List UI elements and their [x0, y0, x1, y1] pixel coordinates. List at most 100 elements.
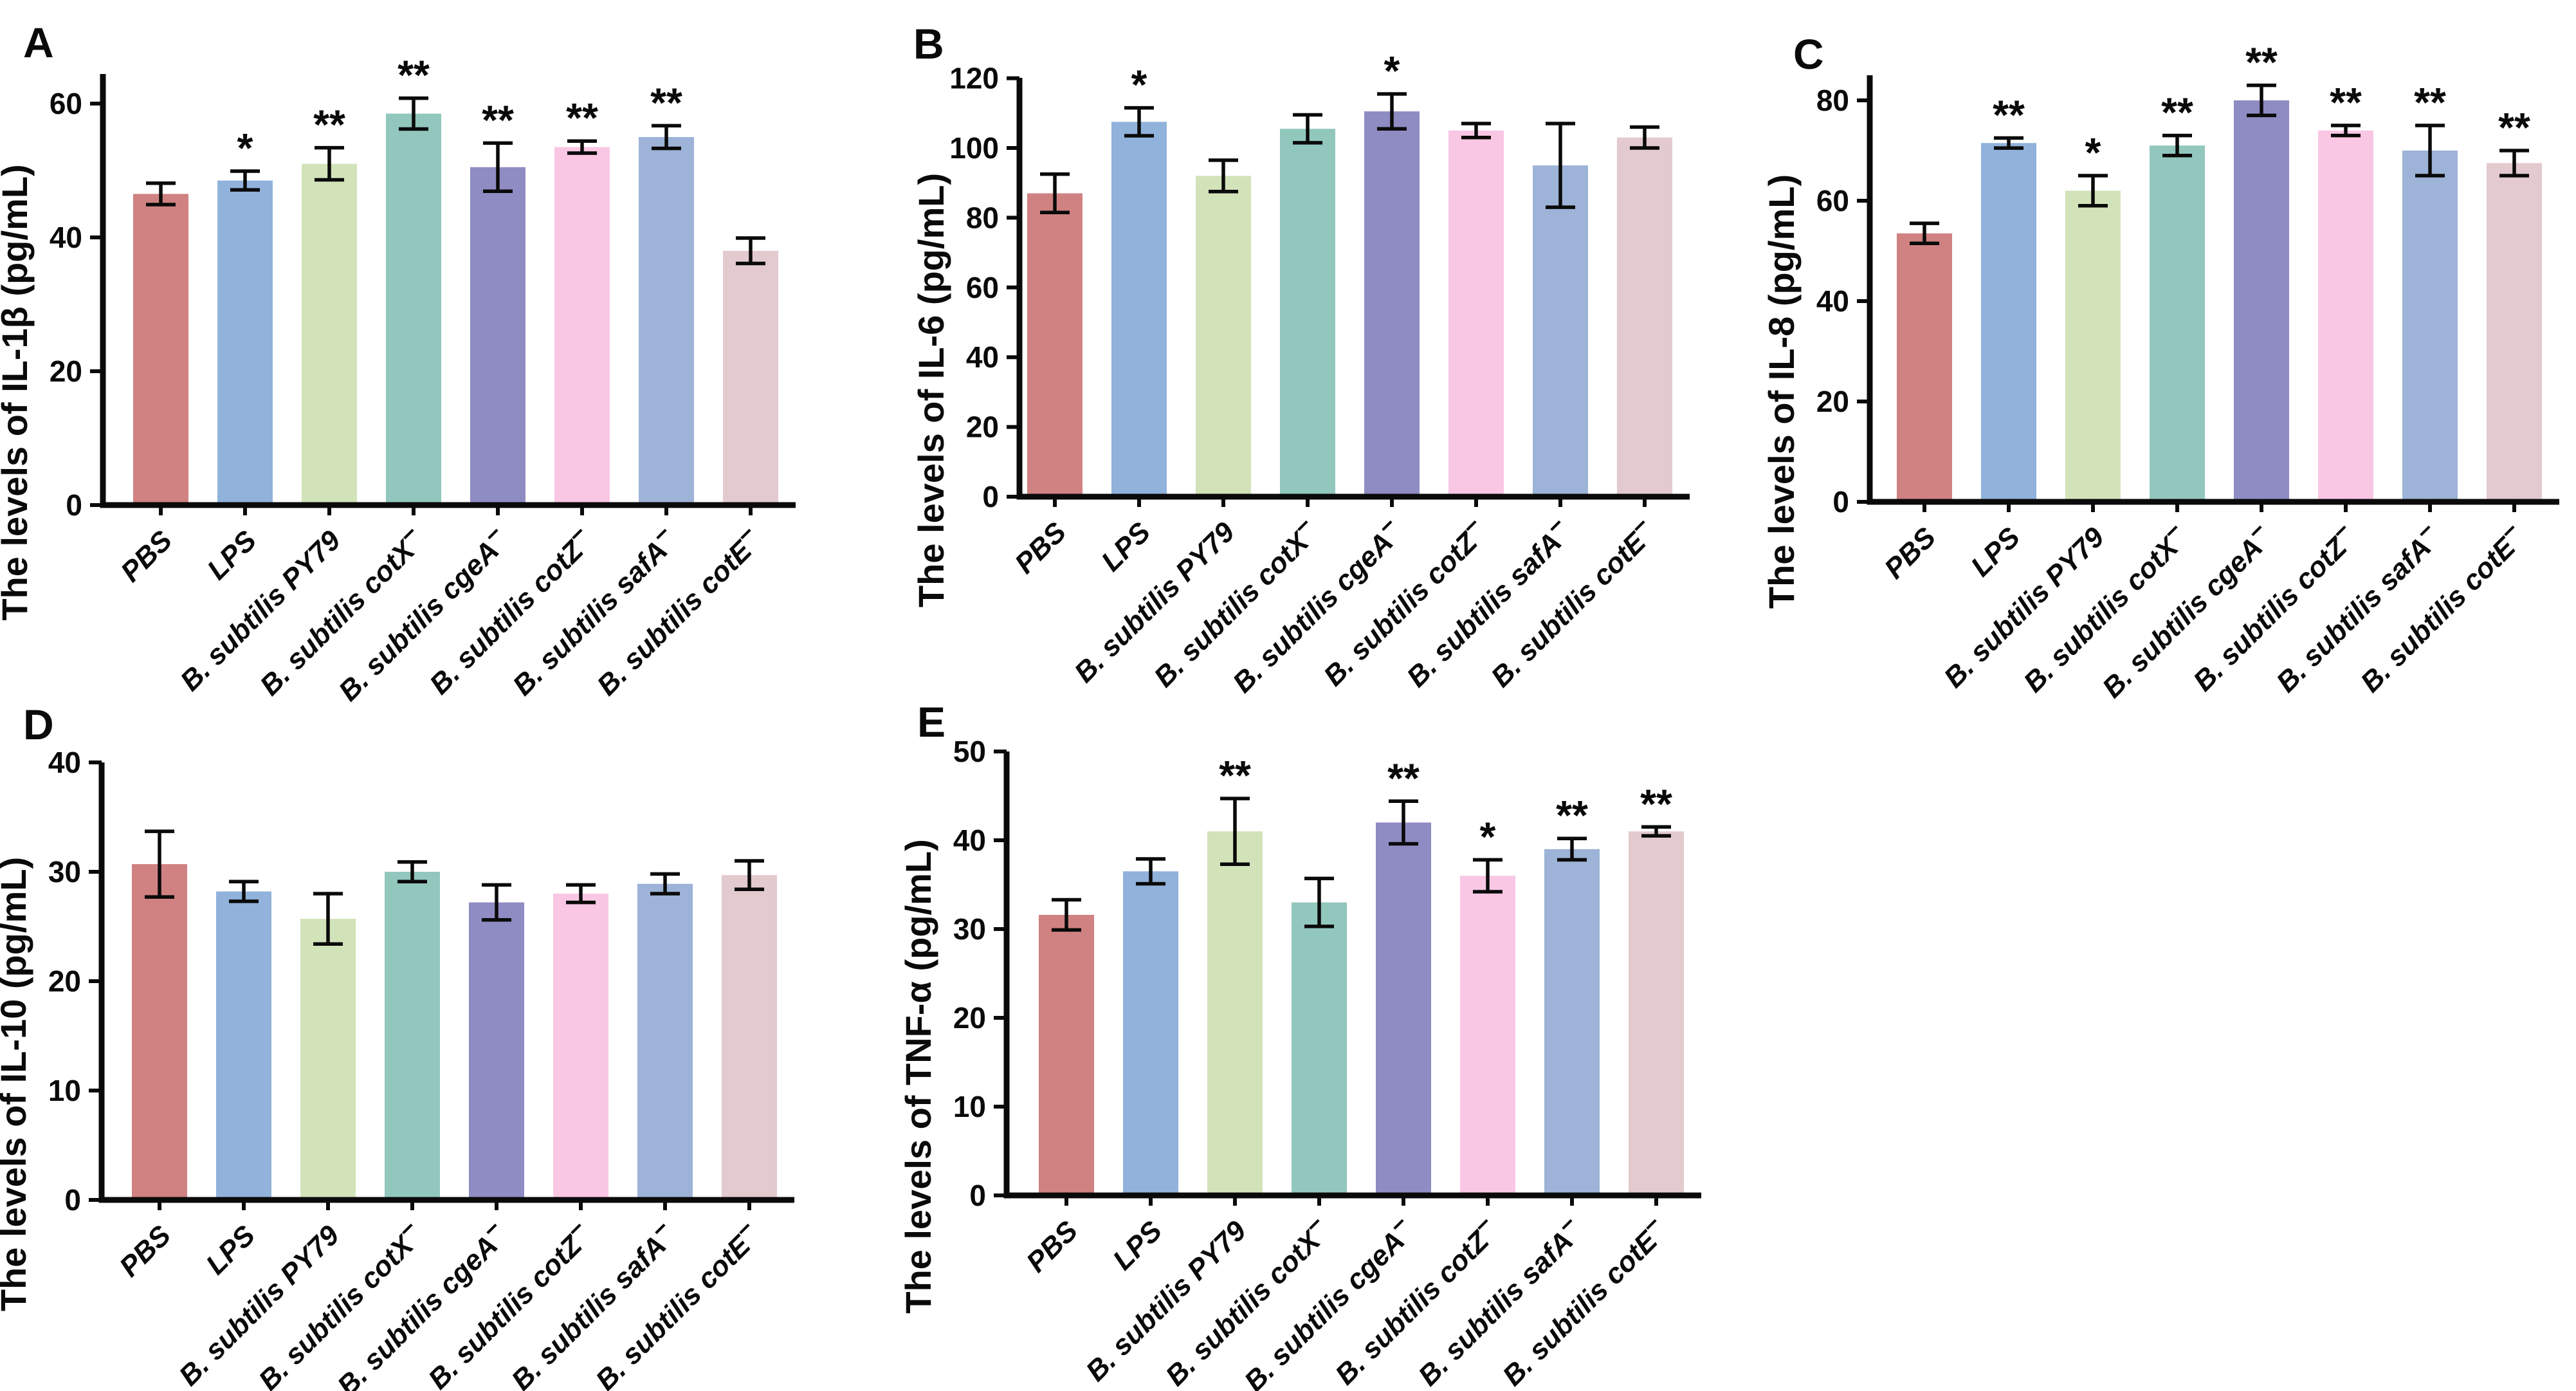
bar — [470, 167, 525, 505]
y-axis-title: The levels of IL-6 (pg/mL) — [911, 173, 951, 607]
bar — [1448, 130, 1504, 497]
bar — [217, 180, 273, 505]
bar — [1292, 902, 1347, 1195]
bar — [2402, 151, 2458, 502]
significance-stars: * — [1384, 48, 1400, 94]
bar — [2065, 190, 2121, 502]
y-tick-label: 100 — [949, 131, 999, 165]
x-tick-label: B. subtilis PY79 — [1938, 521, 2110, 694]
significance-stars: ** — [2330, 79, 2362, 125]
y-tick-label: 30 — [48, 855, 81, 889]
y-tick-label: 60 — [966, 271, 999, 304]
bar — [385, 872, 440, 1200]
significance-stars: ** — [482, 97, 514, 143]
y-tick-label: 10 — [953, 1090, 986, 1123]
bar — [386, 113, 441, 506]
bar — [639, 137, 694, 505]
significance-stars: ** — [650, 79, 682, 125]
y-tick-label: 10 — [48, 1074, 81, 1107]
bar — [554, 147, 610, 506]
significance-stars: * — [237, 125, 253, 171]
significance-stars: * — [1131, 62, 1147, 108]
significance-stars: ** — [2498, 104, 2530, 151]
y-axis-title: The levels of TNF-α (pg/mL) — [898, 839, 938, 1314]
bar — [1207, 831, 1263, 1195]
bar — [216, 891, 271, 1200]
y-tick-label: 20 — [966, 410, 999, 444]
significance-stars: ** — [313, 102, 345, 148]
panel-letter-d: D — [23, 701, 55, 748]
y-tick-label: 40 — [1816, 284, 1849, 318]
y-tick-label: 20 — [48, 964, 81, 998]
bar — [2318, 130, 2373, 502]
bar — [132, 864, 187, 1200]
x-tick-label: B. subtilis PY79 — [173, 1219, 345, 1391]
bar — [553, 894, 608, 1200]
x-tick-label: PBS — [1878, 521, 1942, 585]
y-tick-label: 20 — [953, 1001, 986, 1035]
y-tick-label: 30 — [953, 912, 986, 946]
y-tick-label: 50 — [953, 735, 986, 768]
bar — [723, 250, 778, 505]
y-tick-label: 0 — [1832, 485, 1849, 519]
bar — [1111, 122, 1167, 497]
bar — [1460, 876, 1515, 1195]
bar — [1544, 849, 1600, 1195]
y-axis-title: The levels of IL-10 (pg/mL) — [0, 857, 33, 1311]
significance-stars: * — [2085, 129, 2101, 176]
panel-letter-e: E — [917, 698, 947, 746]
panel-a-plot: PBS*LPS**B. subtilis PY79**B. subtilis c… — [0, 52, 796, 707]
bar — [637, 883, 693, 1200]
bar — [302, 163, 357, 506]
y-tick-label: 20 — [50, 355, 82, 388]
y-tick-label: 40 — [966, 340, 999, 374]
bar — [1280, 129, 1335, 497]
bar — [1027, 193, 1082, 497]
panel-e-tnfa-chart: E PBS LPS ** B. subtilis PY79 B. subtilis co… — [855, 695, 1820, 1391]
significance-stars: ** — [1219, 752, 1251, 798]
panel-a-il1b-chart: A PBS * LPS ** B. subtilis PY79 ** B. subtilis… — [0, 0, 859, 707]
x-tick-label: PBS — [114, 524, 178, 588]
y-tick-label: 0 — [66, 488, 82, 522]
bar — [469, 902, 524, 1200]
panel-letter-b: B — [913, 20, 945, 68]
x-tick-label: PBS — [1020, 1215, 1084, 1278]
y-tick-label: 0 — [64, 1183, 81, 1217]
significance-stars: * — [1480, 813, 1496, 860]
significance-stars: ** — [1387, 755, 1420, 801]
x-tick-label: B. subtilis PY79 — [1068, 516, 1241, 688]
bar — [1533, 165, 1588, 497]
panel-letter-c: C — [1793, 30, 1825, 78]
panel-c-plot: PBS**LPS*B. subtilis PY79**B. subtilis c… — [1761, 39, 2559, 704]
x-tick-label: PBS — [1009, 516, 1072, 580]
panel-letter-a: A — [23, 19, 55, 66]
x-tick-label: LPS — [201, 524, 262, 585]
significance-stars: ** — [566, 95, 598, 141]
y-tick-label: 0 — [969, 1179, 986, 1212]
bar — [1364, 111, 1420, 497]
panel-d-il10-chart: D PBS LPS B. subtilis PY79 B. subtilis cotX… — [0, 695, 859, 1391]
y-tick-label: 40 — [50, 221, 82, 254]
x-tick-label: LPS — [200, 1219, 261, 1280]
bar — [1981, 143, 2036, 502]
bar — [2234, 100, 2289, 502]
bar — [1123, 871, 1178, 1195]
bar — [1617, 137, 1672, 497]
significance-stars: ** — [1993, 92, 2025, 138]
y-axis-title: The levels of IL-1β (pg/mL) — [0, 164, 35, 620]
y-tick-label: 80 — [966, 201, 999, 234]
bar — [722, 875, 777, 1200]
bar — [300, 919, 356, 1200]
y-tick-label: 60 — [50, 87, 82, 120]
x-tick-label: LPS — [1107, 1215, 1168, 1276]
bar — [1629, 831, 1684, 1195]
significance-stars: ** — [397, 52, 430, 98]
bar — [1897, 233, 1952, 502]
x-tick-label: B. subtilis PY79 — [1080, 1215, 1252, 1387]
bar — [2150, 145, 2205, 502]
panel-c-il8-chart: C PBS ** LPS * B. subtilis PY79 ** B. subtilis… — [1711, 0, 2576, 704]
